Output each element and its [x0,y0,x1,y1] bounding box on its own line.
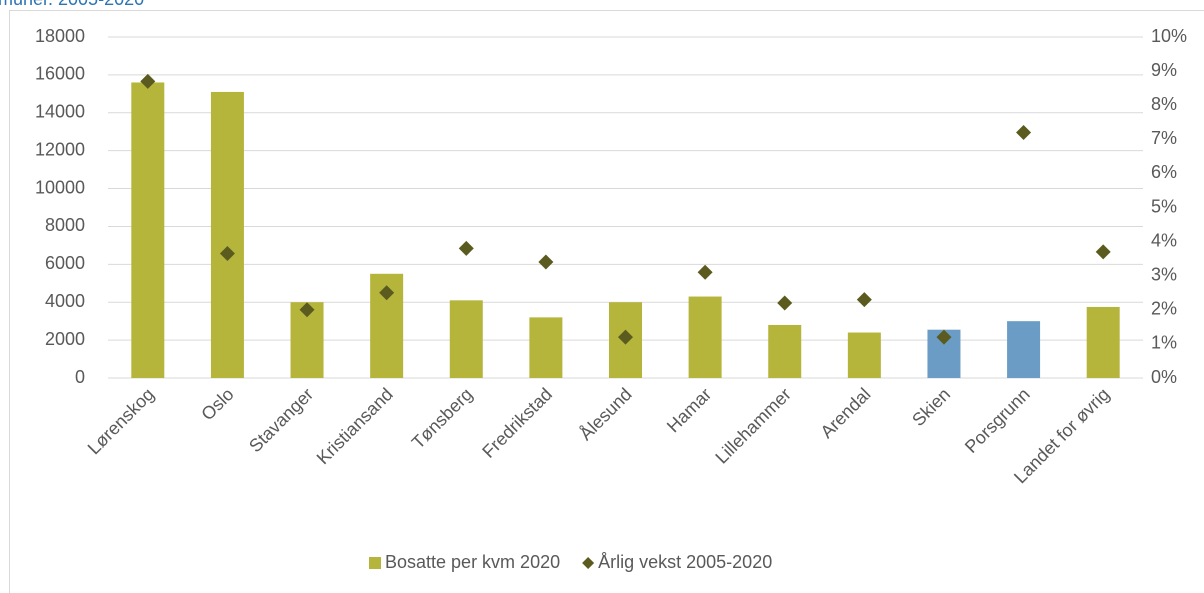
x-tick-label: Lillehammer [711,384,794,467]
x-tick-label: Porsgrunn [961,384,1034,457]
marker [379,285,395,301]
y-tick-label: 18000 [35,26,85,46]
y-tick-label: 6000 [45,253,85,273]
x-tick-label: Arendal [817,384,875,442]
x-tick-label: Hamar [663,384,715,436]
bar [1086,306,1120,378]
x-tick-label: Kristiansand [313,384,397,468]
bar [131,82,165,378]
marker [936,329,952,345]
marker [299,302,315,318]
marker [697,264,713,280]
legend-swatch [582,557,595,569]
marker [1016,124,1032,140]
y2-tick-label: 6% [1151,162,1177,182]
bar [688,296,722,378]
legend-label: Bosatte per kvm 2020 [385,552,560,572]
y-tick-label: 2000 [45,329,85,349]
marker [618,329,633,345]
y2-tick-label: 8% [1151,94,1177,114]
marker [1095,244,1111,260]
marker [777,295,793,311]
marker [219,246,235,262]
x-tick-label: Ålesund [576,384,636,444]
x-tick-label: Skien [908,384,954,430]
y2-tick-label: 1% [1151,333,1177,353]
x-tick-label: Tønsberg [408,384,477,453]
x-tick-label: Stavanger [245,384,317,456]
y-tick-label: 12000 [35,139,85,159]
bar [768,324,802,378]
legend-label: Årlig vekst 2005-2020 [598,552,772,572]
y2-tick-label: 0% [1151,367,1177,387]
y-tick-label: 8000 [45,215,85,235]
chart-border [9,10,1204,593]
y2-tick-label: 4% [1151,230,1177,250]
y2-tick-label: 5% [1151,196,1177,216]
bar [529,317,563,378]
y-tick-label: 4000 [45,291,85,311]
x-tick-label: Oslo [197,384,237,424]
marker [538,254,554,270]
y2-tick-label: 2% [1151,299,1177,319]
marker [856,292,872,308]
bar [210,91,244,378]
bar [1007,321,1041,378]
x-tick-label: Lørenskog [84,384,158,458]
y-tick-label: 0 [75,367,85,387]
y2-tick-label: 10% [1151,26,1187,46]
marker [458,240,474,256]
y2-tick-label: 3% [1151,264,1177,284]
x-tick-label: Fredrikstad [478,384,556,462]
y2-tick-label: 7% [1151,128,1177,148]
y-tick-label: 14000 [35,102,85,122]
legend-swatch [369,557,381,569]
y-tick-label: 16000 [35,64,85,84]
y2-tick-label: 9% [1151,60,1177,80]
marker [140,73,156,89]
bar [449,300,483,378]
chart-title: muner. 2005-2020 [0,0,144,9]
bar [847,332,881,378]
y-tick-label: 10000 [35,177,85,197]
